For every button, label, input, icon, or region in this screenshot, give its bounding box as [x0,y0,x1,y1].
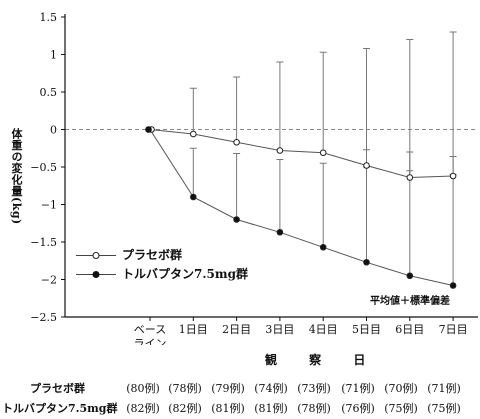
n-cell: (80例) [126,382,160,395]
y-tick-label: 0.5 [40,86,58,99]
y-tick-label: −2 [41,274,57,287]
data-point-tolvaptan [190,193,197,201]
n-cell: (81例) [254,402,288,415]
y-tick-label: 0 [50,124,57,137]
open-circle-marker-icon [76,252,116,259]
x-tick-label: ライン [134,337,167,345]
x-tick-label: 1日目 [179,323,208,336]
series-line-tolvaptan [149,129,454,286]
n-cell: (75例) [384,402,418,415]
y-axis-label: 体重の変化量(kg) [10,128,23,225]
x-tick-label: 6日目 [395,323,424,336]
n-row-tolvaptan: トルバプタン7.5mg群 (82例) (82例) (81例) (81例) (78例) (7… [0,397,480,417]
y-tick-label: −1 [41,199,57,212]
data-point-placebo [449,172,457,180]
data-point-placebo [276,147,284,154]
n-cell: (73例) [297,382,331,395]
n-cell: (71例) [427,382,461,395]
n-row-label-placebo: プラセボ群 [30,382,85,395]
n-cell: (78例) [297,402,331,415]
legend-label-placebo: プラセボ群 [122,248,183,262]
data-point-placebo [233,138,240,146]
series-line-placebo [149,129,454,179]
n-cell: (78例) [168,382,202,395]
n-cell: (79例) [211,382,245,395]
n-cell: (70例) [384,382,418,395]
x-tick-label: ベース [134,323,166,336]
n-row-placebo: プラセボ群 (80例) (78例) (79例) (74例) (73例) (71例) (70例… [0,377,480,397]
data-point-tolvaptan [449,282,457,289]
data-point-placebo [319,149,327,157]
data-point-tolvaptan [406,272,414,280]
data-point-tolvaptan [363,258,370,266]
y-tick-label: 1 [50,49,57,62]
data-point-tolvaptan [319,243,327,251]
x-axis-label: 観 察 日 [265,353,380,367]
n-cell: (82例) [126,402,160,415]
data-point-tolvaptan [145,126,152,133]
x-tick-label: 7日目 [439,323,468,336]
filled-circle-marker-icon [76,271,116,278]
n-cell: (82例) [168,402,202,415]
x-tick-label: 3日目 [265,323,294,336]
y-tick-label: −2.5 [30,311,57,324]
sample-size-table: プラセボ群 (80例) (78例) (79例) (74例) (73例) (71例) (70例… [0,377,480,417]
y-tick-label: 1.5 [40,11,58,24]
y-tick-label: −0.5 [30,161,57,174]
x-tick-label: 5日目 [352,323,381,336]
n-cell: (81例) [211,402,245,415]
data-point-placebo [363,162,370,169]
chart-note: 平均値＋標準偏差 [370,296,450,307]
n-cell: (74例) [254,382,288,395]
data-point-placebo [190,130,197,138]
data-point-placebo [406,174,414,181]
y-tick-label: −1.5 [30,236,57,249]
data-point-tolvaptan [276,228,284,236]
legend-label-tolvaptan: トルバプタン7.5mg群 [122,267,248,281]
data-point-tolvaptan [233,216,240,223]
n-cell: (71例) [341,382,375,395]
x-tick-label: 4日目 [309,323,338,336]
n-cell: (75例) [427,402,461,415]
n-cell: (76例) [341,402,375,415]
x-tick-label: 2日目 [222,323,251,336]
n-row-label-tolvaptan: トルバプタン7.5mg群 [2,402,118,415]
